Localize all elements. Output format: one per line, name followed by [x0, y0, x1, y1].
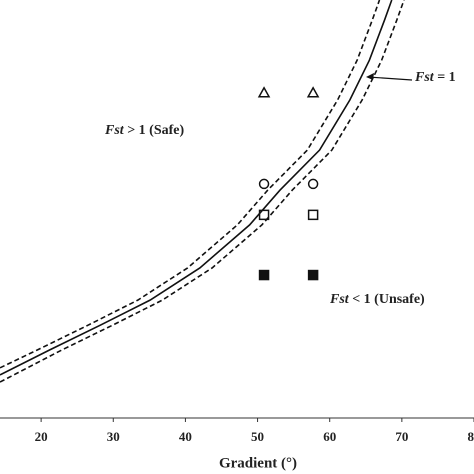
- curve: [0, 0, 381, 369]
- annotation-arrow: [367, 76, 413, 81]
- point: [307, 209, 319, 221]
- annotation-italic: Fst: [329, 292, 350, 307]
- x-tick-label: 20: [35, 429, 48, 444]
- point: [307, 178, 319, 190]
- x-tick-label: 70: [395, 429, 408, 444]
- point: [306, 86, 320, 98]
- curve: [0, 0, 405, 383]
- point: [258, 269, 270, 281]
- x-tick-label: 50: [251, 429, 264, 444]
- x-tick-label: 60: [323, 429, 336, 444]
- annotation: Fst = 1: [414, 70, 456, 85]
- annotation-text: = 1: [434, 70, 456, 85]
- x-tick-label: 30: [107, 429, 120, 444]
- x-axis-label: Gradient (°): [219, 455, 297, 471]
- annotation: Fst < 1 (Unsafe): [329, 292, 425, 307]
- annotation-italic: Fst: [104, 123, 125, 138]
- annotation-text: < 1 (Unsafe): [349, 292, 425, 307]
- curve: [0, 0, 393, 376]
- annotation: Fst > 1 (Safe): [104, 123, 184, 138]
- point: [257, 86, 271, 98]
- annotation-text: > 1 (Safe): [124, 123, 185, 138]
- point: [258, 209, 270, 221]
- annotation-italic: Fst: [414, 70, 435, 85]
- point: [258, 178, 270, 190]
- x-tick-label: 80: [468, 429, 474, 444]
- x-tick-label: 40: [179, 429, 192, 444]
- point: [307, 269, 319, 281]
